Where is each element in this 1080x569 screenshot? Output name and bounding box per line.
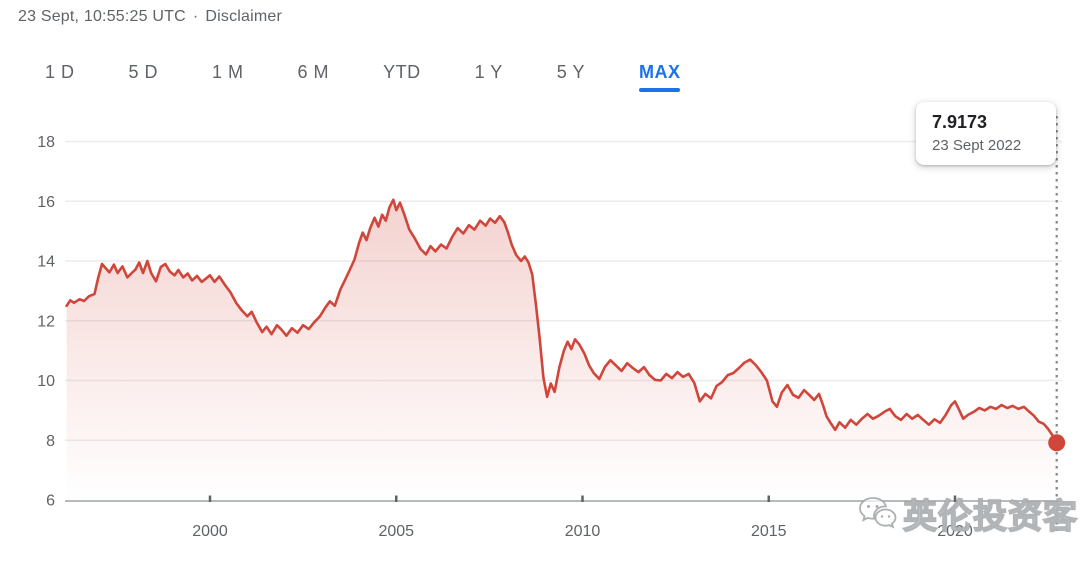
timestamp-label: 23 Sept, 10:55:25 UTC [18,8,186,25]
y-tick-label: 10 [37,373,55,390]
x-tick-label: 2020 [937,523,973,540]
range-tab-bar: 1 D 5 D 1 M 6 M YTD 1 Y 5 Y MAX [45,62,680,98]
tab-5y[interactable]: 5 Y [556,62,585,82]
y-tick-label: 8 [46,433,55,450]
tab-ytd[interactable]: YTD [383,62,421,82]
last-point-dot [1048,434,1066,452]
y-tick-label: 14 [37,254,55,271]
tab-1m[interactable]: 1 M [212,62,244,82]
tab-1y[interactable]: 1 Y [474,62,503,82]
chart-header: 23 Sept, 10:55:25 UTC · Disclaimer [18,8,282,26]
y-tick-label: 6 [46,493,55,510]
tooltip-value: 7.9173 [932,112,988,132]
y-tick-label: 12 [37,313,55,330]
tab-max[interactable]: MAX [639,62,681,98]
x-tick-label: 2010 [565,523,601,540]
price-area [66,199,1057,501]
y-tick-label: 16 [37,194,55,211]
y-tick-label: 18 [37,134,55,151]
x-tick-label: 2000 [192,523,228,540]
separator-dot: · [192,8,199,25]
crosshair-tooltip: 7.9173 23 Sept 2022 [916,102,1056,165]
disclaimer-link[interactable]: Disclaimer [205,8,283,25]
tooltip-date: 23 Sept 2022 [932,137,1022,154]
tab-5d[interactable]: 5 D [128,62,159,82]
x-tick-label: 2005 [378,523,414,540]
price-line [65,198,1058,444]
tab-6m[interactable]: 6 M [297,62,330,82]
tab-1d[interactable]: 1 D [45,62,75,82]
x-tick-label: 2015 [751,523,787,540]
